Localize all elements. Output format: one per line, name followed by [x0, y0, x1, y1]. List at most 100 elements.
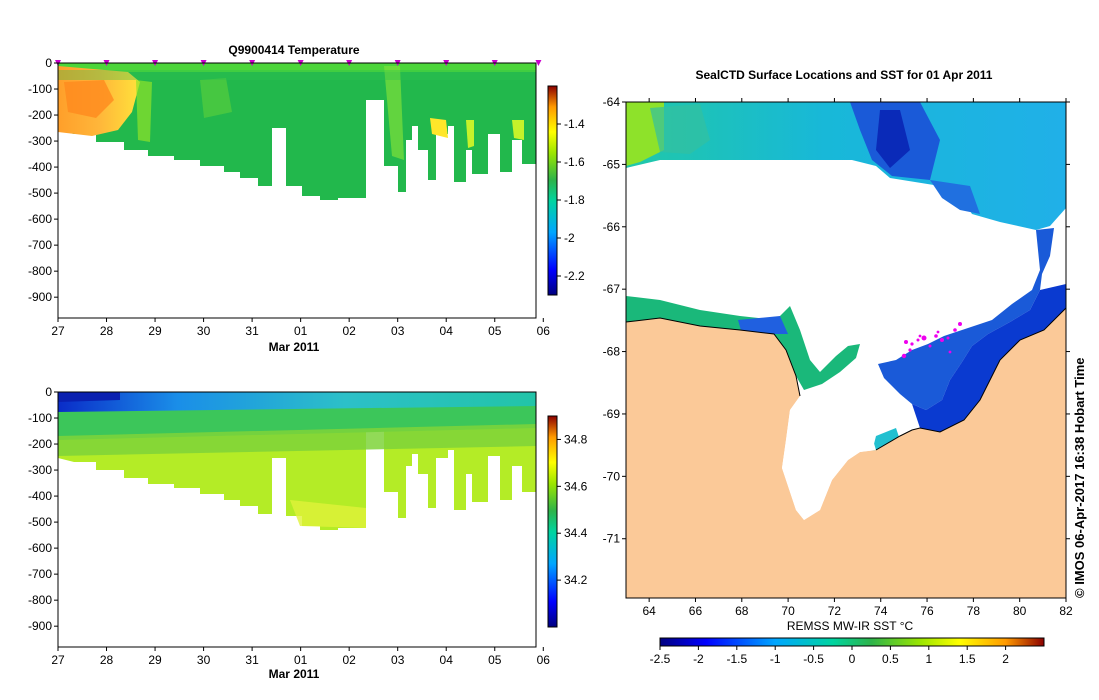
y-tick-label: -900	[28, 619, 52, 633]
x-tick-label: 28	[100, 324, 114, 338]
y-tick-label: -64	[603, 95, 621, 109]
temperature-band	[58, 70, 536, 80]
seal-location	[928, 344, 932, 348]
salinity-deep-patch	[290, 500, 366, 528]
y-tick-label: -800	[28, 593, 52, 607]
sst-cold-edge	[930, 180, 980, 214]
colorbar-tick-label: -2.2	[564, 269, 585, 283]
colorbar-tick-label: -1.4	[564, 117, 585, 131]
seal-location	[953, 328, 957, 332]
temperature-patch	[384, 66, 404, 160]
seal-surface-locations	[901, 322, 962, 359]
colorbar-tick-label: -1.5	[726, 652, 747, 666]
x-tick-label: 78	[967, 604, 981, 618]
colorbar-tick-label: -1.8	[564, 193, 585, 207]
coastline-east	[875, 307, 1067, 451]
temperature-warm-core	[64, 80, 114, 118]
salinity-fresh-patch	[58, 392, 120, 402]
sst-ocean	[626, 102, 1066, 230]
seal-location	[948, 350, 952, 354]
temperature-surface-layer	[58, 63, 536, 72]
salinity-colorbar-ticks: 34.8 34.6 34.4 34.2	[557, 432, 588, 587]
seal-location	[958, 322, 962, 326]
temperature-y-axis: 0 -100 -200 -300 -400 -500 -600 -700 -800 -900	[28, 56, 58, 304]
salinity-x-label: Mar 2011	[269, 667, 320, 681]
sst-ice-edge-band	[626, 296, 860, 390]
sst-coastal-band	[912, 284, 1066, 432]
seal-location	[936, 330, 940, 334]
x-tick-label: 30	[197, 324, 211, 338]
y-tick-label: -700	[28, 238, 52, 252]
seal-location	[904, 340, 908, 344]
x-tick-label: 74	[874, 604, 888, 618]
y-tick-label: -100	[28, 82, 52, 96]
colorbar-tick-label: 34.2	[564, 573, 588, 587]
sst-ice-edge-cold	[738, 316, 788, 334]
temperature-x-label: Mar 2011	[269, 340, 320, 354]
x-tick-label: 05	[488, 324, 502, 338]
y-tick-label: -200	[28, 108, 52, 122]
salinity-x-axis: 27 28 29 30 31 01 02 03 04 05 06	[51, 647, 550, 667]
x-tick-label: 70	[781, 604, 795, 618]
sst-colorbar	[659, 637, 1045, 647]
x-tick-label: 30	[197, 653, 211, 667]
colorbar-tick-label: 1	[925, 652, 932, 666]
y-tick-label: -67	[603, 282, 621, 296]
x-tick-label: 76	[920, 604, 934, 618]
temperature-section	[55, 60, 542, 200]
colorbar-tick-label: -2.5	[650, 652, 671, 666]
temperature-field	[58, 63, 536, 200]
colorbar-tick-label: -2	[693, 652, 704, 666]
ice-shelf	[782, 394, 876, 520]
x-tick-label: 29	[148, 653, 162, 667]
seal-location	[908, 348, 912, 352]
salinity-section	[58, 392, 536, 530]
y-tick-label: -500	[28, 515, 52, 529]
seal-location	[910, 342, 914, 346]
temperature-panel: Q9900414 Temperature 0 -100 -200 -300 -400 -5…	[28, 43, 585, 354]
y-tick-label: -600	[28, 212, 52, 226]
y-tick-label: -300	[28, 463, 52, 477]
salinity-axes-frame	[57, 391, 537, 648]
y-tick-label: -300	[28, 134, 52, 148]
y-tick-label: -400	[28, 489, 52, 503]
y-tick-label: -65	[603, 157, 621, 171]
y-tick-label: -70	[603, 469, 621, 483]
x-tick-label: 04	[440, 653, 454, 667]
x-tick-label: 06	[537, 324, 551, 338]
colorbar-tick-label: 2	[1002, 652, 1009, 666]
sst-map	[625, 102, 1067, 598]
x-tick-label: 28	[100, 653, 114, 667]
seal-location	[916, 338, 920, 342]
map-x-axis: 64 66 68 70 72 74 76 78 80 82	[642, 98, 1073, 618]
salinity-colorbar	[547, 415, 558, 628]
temperature-colorbar-ticks: -1.4 -1.6 -1.8 -2 -2.2	[557, 117, 585, 283]
temperature-patch	[466, 120, 474, 148]
salinity-panel: 0 -100 -200 -300 -400 -500 -600 -700 -800 -900 27…	[28, 385, 588, 681]
x-tick-label: 01	[294, 653, 308, 667]
temperature-colorbar	[547, 85, 558, 296]
colorbar-tick-label: 34.6	[564, 479, 588, 493]
x-tick-label: 66	[689, 604, 703, 618]
y-tick-label: -600	[28, 541, 52, 555]
y-tick-label: -66	[603, 220, 621, 234]
x-tick-label: 68	[735, 604, 749, 618]
temperature-patch	[512, 120, 524, 140]
salinity-halocline	[58, 406, 536, 440]
x-tick-label: 05	[488, 653, 502, 667]
temperature-x-axis: 27 28 29 30 31 01 02 03 04 05 06	[51, 318, 550, 338]
temperature-patch	[200, 78, 232, 118]
y-tick-label: -700	[28, 567, 52, 581]
temperature-title: Q9900414 Temperature	[228, 43, 360, 57]
x-tick-label: 06	[537, 653, 551, 667]
x-tick-label: 31	[245, 324, 259, 338]
colorbar-tick-label: 34.4	[564, 526, 588, 540]
temperature-patch	[430, 118, 448, 138]
seal-location	[901, 353, 907, 359]
colorbar-tick-label: 1.5	[959, 652, 976, 666]
y-tick-label: -68	[603, 345, 621, 359]
seal-location	[940, 338, 944, 342]
map-y-axis: -64 -65 -66 -67 -68 -69 -70 -71	[603, 95, 1070, 546]
temperature-patch	[136, 80, 152, 142]
sst-patch	[650, 104, 710, 154]
